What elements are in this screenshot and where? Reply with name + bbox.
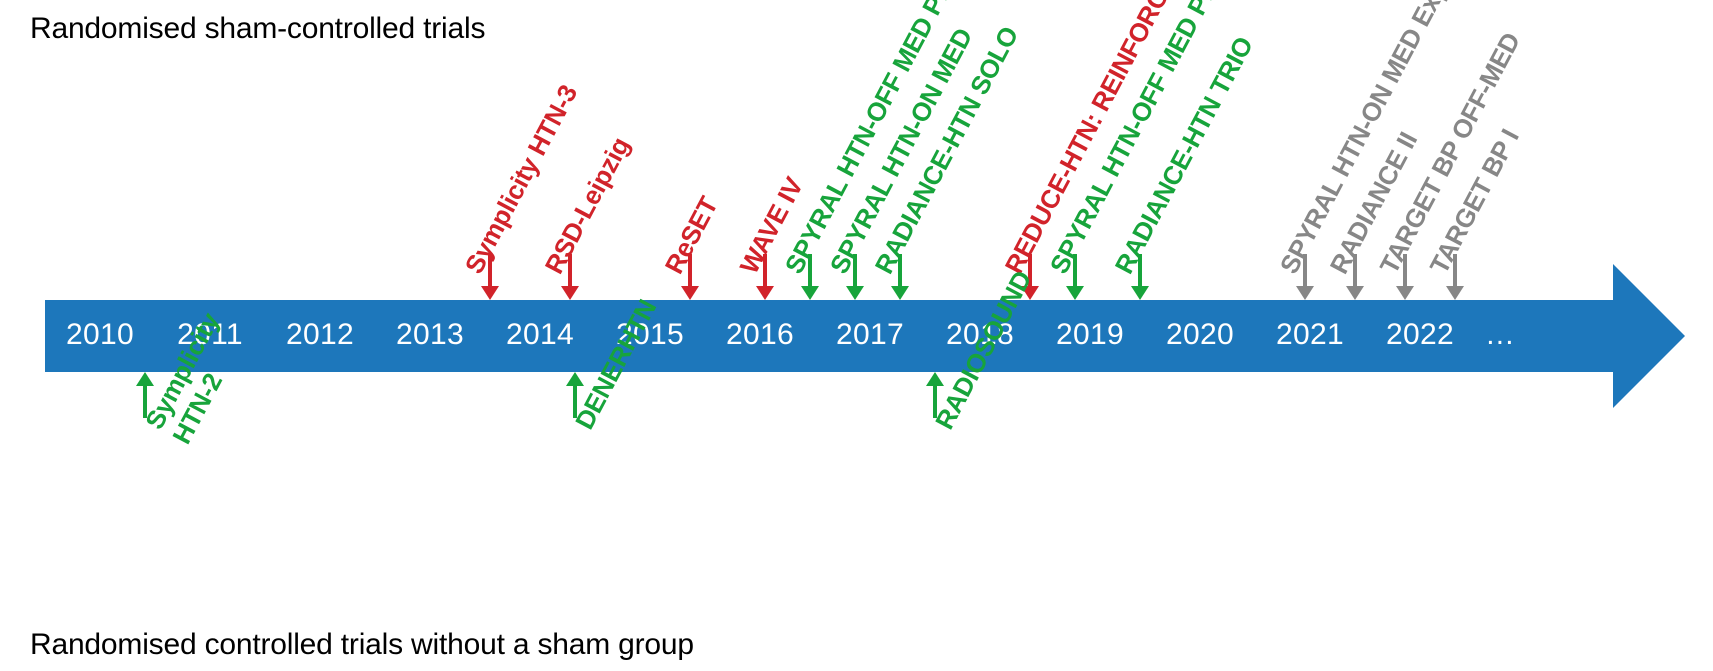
- year-label: 2017: [836, 318, 904, 352]
- year-label: 2013: [396, 318, 464, 352]
- trial-label: RSD-Leipzig: [539, 132, 637, 279]
- year-label: 2016: [726, 318, 794, 352]
- timeline-arrow: 2010201120122013201420152016201720182019…: [45, 300, 1685, 372]
- year-label: 2021: [1276, 318, 1344, 352]
- year-label: 2014: [506, 318, 574, 352]
- trial-label: ReSET: [659, 192, 725, 279]
- title-no-sham: Randomised controlled trials without a s…: [30, 628, 694, 662]
- title-sham-controlled: Randomised sham-controlled trials: [30, 12, 485, 46]
- year-label: …: [1485, 318, 1515, 352]
- year-label: 2010: [66, 318, 134, 352]
- year-label: 2012: [286, 318, 354, 352]
- year-label: 2019: [1056, 318, 1124, 352]
- year-label: 2022: [1386, 318, 1454, 352]
- year-label: 2020: [1166, 318, 1234, 352]
